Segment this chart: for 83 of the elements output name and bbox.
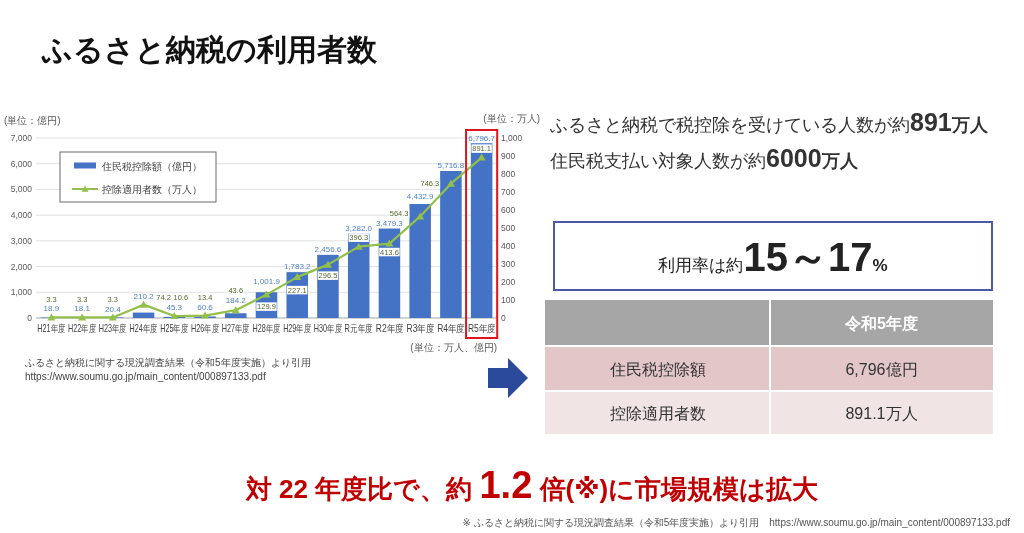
text: 住民税支払い対象人数が約6000万人: [549, 144, 859, 172]
data-label: 6,796.7: [468, 133, 496, 143]
point: [231, 306, 240, 314]
y2-axis-title: (単位：万人): [483, 113, 540, 124]
bar: [470, 143, 493, 318]
y-tick-label: 4,000: [10, 210, 33, 221]
y2-tick-label: 300: [501, 259, 516, 269]
bar: [132, 312, 155, 318]
bar: [440, 171, 462, 318]
data-label: 4,432.9: [406, 191, 435, 201]
x-tick-label: H30年度: [313, 322, 343, 335]
legend-label: 控除適用者数（万人）: [102, 183, 202, 195]
y2-tick-label: 600: [501, 205, 516, 215]
y2-tick-label: 500: [501, 223, 516, 233]
bar: [225, 313, 247, 318]
point: [354, 242, 363, 250]
y-tick-label: 5,000: [10, 184, 33, 195]
text: 対 22 年度比で、約 1.2 倍(※)に市場規模は拡大: [244, 464, 820, 506]
y-axis-title: (単位：億円): [4, 115, 61, 126]
text: 控除適用者数: [609, 405, 706, 422]
data-label: 1,783.2: [283, 262, 312, 272]
y-tick-label: 0: [27, 313, 33, 323]
y2-tick-label: 900: [501, 151, 516, 161]
x-axis-title: (単位：万人、億円): [410, 342, 497, 353]
data-label: 1,001.9: [253, 277, 281, 287]
y-tick-label: 3,000: [10, 235, 33, 246]
x-tick-label: R元年度: [344, 322, 373, 335]
data-label: 3,479.3: [376, 218, 404, 228]
x-tick-label: H23年度: [98, 322, 127, 335]
point: [323, 260, 332, 268]
x-tick-label: H29年度: [283, 322, 312, 335]
y-tick-label: 2,000: [10, 261, 33, 272]
y2-tick-label: 200: [501, 277, 516, 287]
data-label: 45.3: [166, 303, 183, 313]
x-tick-label: R4年度: [437, 323, 465, 335]
point: [446, 179, 455, 187]
y-tick-label: 1,000: [10, 287, 33, 298]
text: 住民税控除額: [608, 361, 706, 378]
chart-title: ふるさと納税の利用者数: [41, 33, 378, 66]
data-label: 3,282.0: [345, 223, 373, 233]
data-label: 5,716.8: [437, 161, 465, 171]
text: 令和5年度: [844, 314, 918, 332]
text: https://www.soumu.go.jp/main_content/000897133.pdf: [25, 371, 266, 382]
y2-tick-label: 800: [501, 169, 516, 179]
y-tick-label: 6,000: [10, 158, 33, 169]
legend-label: 住民税控除額（億円）: [102, 160, 202, 172]
x-tick-label: H26年度: [190, 322, 220, 335]
text: ふるさと納税で税控除を受けている人数が約891万人: [549, 108, 989, 136]
x-tick-label: H25年度: [160, 322, 189, 335]
y2-tick-label: 400: [501, 241, 516, 251]
point: [201, 311, 210, 319]
point: [477, 153, 486, 161]
data-label: 210.2: [133, 291, 155, 301]
y-tick-label: 7,000: [10, 133, 33, 143]
point: [293, 273, 302, 281]
text: 利用率は約15～17%: [658, 235, 888, 279]
x-tick-label: H27年度: [221, 322, 250, 335]
data-label: 18.1: [74, 304, 91, 314]
text: 6,796億円: [845, 361, 918, 378]
y2-tick-label: 1,000: [501, 133, 523, 143]
bar: [409, 204, 431, 318]
text: 891.1万人: [845, 405, 918, 422]
data-label: 184.2: [225, 295, 247, 305]
point: [262, 290, 271, 298]
x-tick-label: R3年度: [406, 323, 434, 335]
y2-tick-label: 700: [501, 187, 516, 197]
x-tick-label: H22年度: [68, 322, 97, 335]
x-tick-label: R5年度: [468, 323, 496, 335]
data-label: 60.6: [197, 302, 214, 312]
point: [385, 239, 394, 247]
text: ふるさと納税に関する現況調査結果（令和5年度実施）より引用: [24, 357, 311, 368]
data-label: 18.9: [43, 304, 60, 314]
x-tick-label: H21年度: [37, 322, 66, 335]
x-tick-label: R2年度: [375, 323, 404, 335]
text: ※ ふるさと納税に関する現況調査結果（令和5年度実施）より引用 https://www.soumu.go.jp/main_content/000897133.pdf: [462, 517, 1011, 528]
y2-tick-label: 0: [501, 313, 506, 323]
point: [170, 312, 179, 320]
data-label: 20.4: [105, 304, 122, 314]
x-tick-label: H24年度: [129, 322, 158, 335]
data-label: 2,456.6: [314, 245, 342, 255]
y2-tick-label: 100: [501, 295, 516, 305]
point: [139, 300, 148, 308]
x-tick-label: H28年度: [252, 322, 281, 335]
